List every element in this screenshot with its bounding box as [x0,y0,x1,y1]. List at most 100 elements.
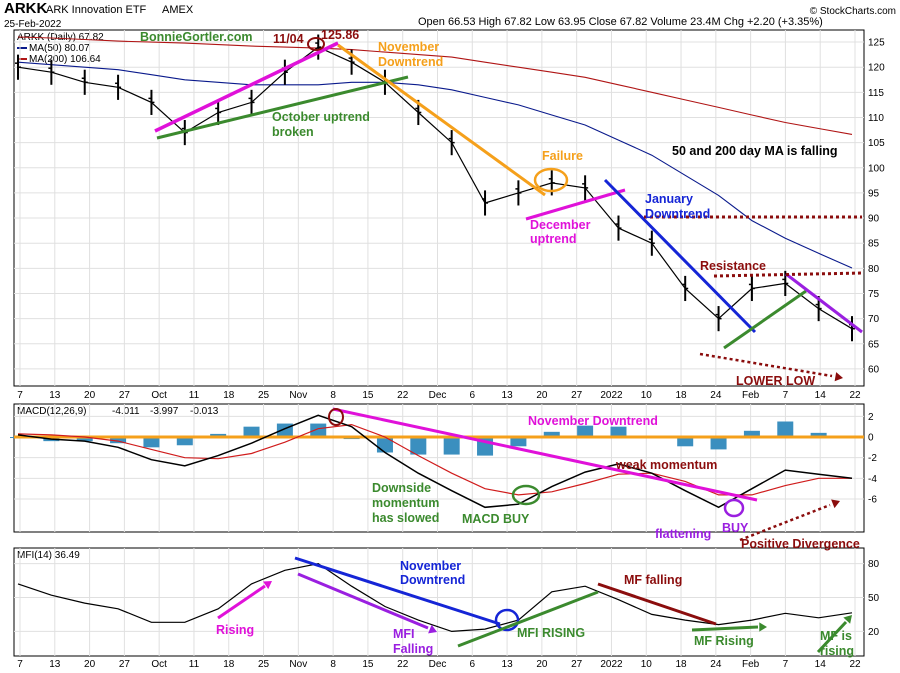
x-tick-label-bottom: 7 [783,659,789,670]
y-tick-label: 115 [868,88,884,99]
macd-histogram-bar [176,437,193,446]
x-tick-label-top: 14 [815,390,827,401]
macd-histogram-bar [210,433,227,437]
x-tick-label-bottom: 25 [258,659,270,670]
positive-divergence-arrowhead [831,499,840,509]
y-tick-label: 65 [868,339,880,350]
annotation-brand: BonnieGortler.com [140,30,253,44]
macd-histogram-bar [777,421,794,437]
annotation-october-uptrend: October uptrend broken [272,110,370,139]
macd-histogram-bar [110,437,127,444]
y-tick-label: 50 [868,593,880,604]
y-tick-label: 80 [868,559,880,570]
macd-histogram-bar [310,423,327,437]
mf-is-rising-arrowhead [843,615,852,624]
x-tick-label-bottom: Oct [151,659,167,670]
macd-histogram-bar [710,437,727,450]
ma200-line [17,36,853,135]
annotation-macd-buy: MACD BUY [462,512,530,526]
y-tick-label: 100 [868,163,885,174]
mfi-rising-line [457,590,599,648]
macd-histogram-bar [543,431,560,437]
lower-low-arrowhead [834,372,843,382]
ma50-legend: MA(50) 80.07 [29,43,90,54]
macd-histogram-bar [577,425,594,437]
mfi-legend: MFI(14) 36.49 [17,550,80,561]
x-tick-label-top: 7 [783,390,789,401]
annotation-125-86: 125.86 [321,28,359,42]
price-line [17,46,853,330]
y-tick-label: 120 [868,63,885,74]
x-tick-label-top: 15 [362,390,374,401]
x-tick-label-bottom: 22 [849,659,861,670]
header-date: 25-Feb-2022 [4,19,62,30]
header-symbol: ARKK [4,0,47,17]
macd-histogram-bar [743,430,760,437]
macd-legend-v3: -0.013 [190,406,219,417]
x-tick-label-bottom: 13 [502,659,514,670]
macd-legend-label: MACD(12,26,9) [17,406,86,417]
x-tick-label-top: 13 [502,390,514,401]
x-tick-label-top: Feb [742,390,760,401]
macd-buy-circle [511,484,541,506]
x-tick-label-bottom: 2022 [600,659,623,670]
macd-legend-v2: -3.997 [150,406,179,417]
x-tick-label-top: 8 [330,390,336,401]
annotation-downside-momentum: Downside momentum has slowed [372,481,439,525]
annotation-january-downtrend: January Downtrend [645,192,710,221]
lower-low-arrow [699,352,833,378]
annotation-ma-falling: 50 and 200 day MA is falling [672,144,838,158]
macd-panel [13,403,865,533]
y-tick-label: 2 [868,412,874,423]
macd-histogram-bar [677,437,694,447]
x-tick-label-bottom: 8 [330,659,336,670]
x-tick-label-bottom: 6 [470,659,476,670]
mfi-circle [494,608,520,632]
resistance-line [713,271,863,278]
macd-histogram-bar [276,423,293,437]
header-name: ARK Innovation ETF [46,4,147,16]
x-tick-label-top: Dec [429,390,447,401]
annotation-buy: BUY [722,521,749,535]
october-uptrend-broken-line [156,75,409,140]
x-tick-label-top: 6 [470,390,476,401]
annotation-positive-divergence: Positive Divergence [741,537,860,551]
annotation-mfi-falling: MFI Falling [393,627,433,656]
y-tick-label: 0 [868,433,874,444]
october-uptrend-line [154,41,339,133]
ma200-legend: MA(200) 106.64 [29,54,101,65]
macd-flattening-circle [723,498,745,518]
annotation-failure: Failure [542,149,583,163]
y-tick-label: -6 [868,495,877,506]
x-tick-label-top: 7 [17,390,23,401]
y-tick-label: 90 [868,214,880,225]
x-tick-label-top: 27 [119,390,131,401]
x-tick-label-top: 27 [571,390,583,401]
x-tick-label-bottom: Feb [742,659,760,670]
x-tick-label-top: 11 [189,390,200,401]
annotation-november-downtrend: November Downtrend [378,40,443,69]
macd-histogram-bar [610,426,627,437]
y-tick-label: 80 [868,264,880,275]
mf-falling-line [597,582,717,626]
x-tick-label-bottom: 11 [189,659,200,670]
february-downtrend-line [785,272,863,334]
macd-histogram-bar [76,437,93,442]
macd-legend-v1: -4.011 [112,406,140,417]
macd-histogram-bar [443,437,460,455]
x-tick-label-bottom: 18 [223,659,235,670]
macd-histogram-bar [376,437,393,453]
x-tick-label-top: 18 [675,390,687,401]
annotation-mf-rising: MF Rising [694,634,754,648]
annotation-11-04: 11/04 [273,32,304,46]
x-tick-label-top: 2022 [600,390,623,401]
price-legend-title: ARKK (Daily) 67.82 [17,32,104,43]
x-tick-label-top: 22 [849,390,861,401]
annotation-mfi-rising: MFI RISING [517,626,585,640]
x-tick-label-top: 22 [397,390,409,401]
macd-legend: MACD(12,26,9) -4.011 -3.997 -0.013 [17,406,219,417]
y-tick-label: 125 [868,38,885,49]
mf-rising-arrowhead [759,622,767,632]
x-tick-label-top: Oct [151,390,167,401]
x-tick-label-bottom: 22 [397,659,409,670]
